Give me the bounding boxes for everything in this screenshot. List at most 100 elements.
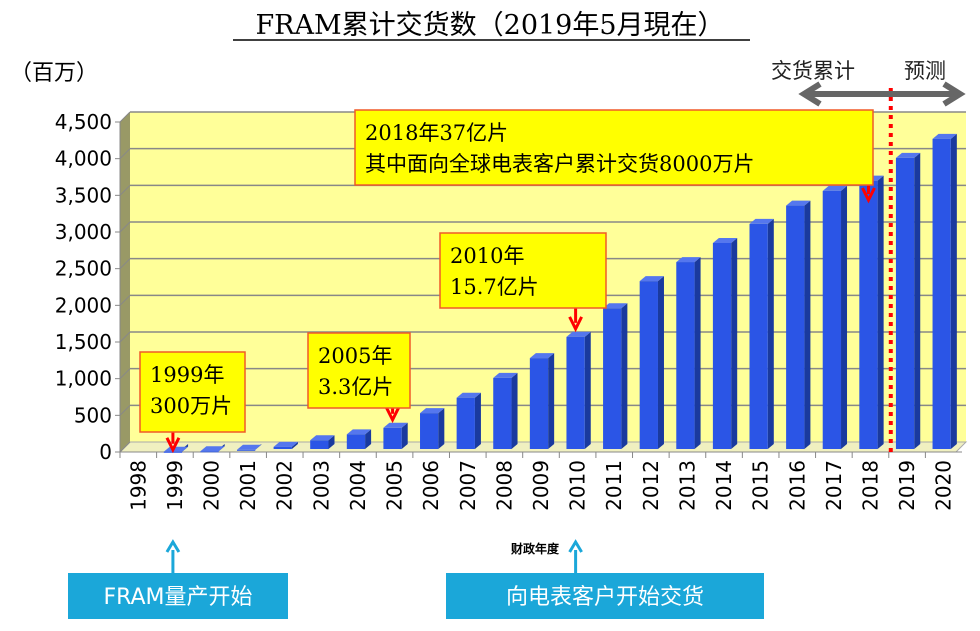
gridline-wall (119, 148, 131, 160)
y-tick-label: 2,500 (55, 257, 112, 281)
annotation-text: 1999年 (150, 363, 224, 387)
annotation-arrow-head (861, 187, 876, 204)
bar-2019 (895, 157, 915, 449)
x-tick-label: 1999 (163, 460, 187, 511)
bar-top (932, 133, 957, 139)
callout-box (68, 573, 288, 619)
bar-top (200, 446, 225, 452)
bar-side (621, 303, 628, 449)
x-tick-label: 2008 (492, 460, 516, 511)
bar-side (877, 175, 884, 449)
y-tick-label: 3,000 (55, 220, 112, 244)
bar-2001 (236, 449, 256, 451)
x-tick-label: 2006 (419, 460, 443, 511)
gridline-wall (119, 294, 131, 306)
bar-2007 (456, 397, 475, 449)
y-tick-label: 2,000 (55, 293, 112, 317)
bar-top (346, 429, 372, 435)
bar-top (456, 392, 481, 398)
y-tick-label: 0 (99, 440, 112, 464)
gridline-wall (119, 404, 131, 416)
bar-top (712, 238, 738, 243)
annotation-text: 2010年 (450, 244, 524, 268)
bar-side (401, 422, 408, 449)
left-wall (120, 112, 130, 452)
annotation-text: 其中面向全球电表客户累计交货8000万片 (365, 152, 754, 176)
bar-2012 (639, 281, 658, 449)
x-tick-label: 2013 (675, 460, 699, 511)
legend-forecast-label: 预测 (904, 59, 946, 83)
bar-2015 (749, 223, 768, 449)
callout-arrow-head (165, 539, 181, 553)
bar-side (914, 152, 921, 449)
annotation-text: 2018年37亿片 (365, 121, 508, 145)
bar-side (291, 441, 298, 449)
bar-2003 (310, 440, 329, 449)
bar-top (786, 200, 811, 206)
x-tick-label: 2000 (200, 460, 224, 511)
chart-title: FRAM累计交货数（2019年5月現在） (255, 10, 724, 41)
x-tick-label: 2014 (712, 460, 736, 511)
bar-side (731, 238, 738, 449)
y-tick-label: 3,500 (55, 183, 112, 207)
x-tick-label: 1998 (126, 460, 150, 511)
bar-top (822, 185, 848, 191)
x-tick-label: 2007 (456, 460, 480, 511)
bar-2017 (822, 190, 842, 449)
annotation-box (439, 232, 607, 309)
annotation-arrow-head (165, 437, 181, 454)
bar-2005 (383, 427, 402, 449)
bar-top (639, 276, 664, 282)
bar-side (548, 353, 555, 449)
bar-2016 (786, 205, 805, 449)
bar-2013 (676, 262, 695, 449)
callout-box (446, 573, 764, 619)
bar-top (273, 441, 298, 447)
annotation-text: 3.3亿片 (318, 375, 393, 399)
bar-2018 (859, 180, 878, 449)
callout-arrow-head (568, 539, 583, 553)
bar-top (566, 331, 591, 337)
x-tick-label: 2020 (932, 460, 956, 511)
bar-side (767, 218, 774, 449)
x-tick-label: 2015 (749, 460, 773, 511)
bar-side (584, 331, 591, 449)
bar-top (236, 444, 262, 450)
x-axis-label: 财政年度 (510, 541, 560, 556)
bar-side (804, 200, 811, 449)
x-tick-label: 2018 (858, 460, 882, 511)
x-tick-label: 2003 (309, 460, 333, 511)
gridline-wall (119, 441, 131, 453)
bar-side (474, 392, 481, 449)
x-tick-label: 2016 (785, 460, 809, 511)
annotation-arrow-head (385, 407, 400, 424)
bar-2002 (273, 446, 292, 449)
bar-side (657, 276, 664, 449)
y-tick-label: 4,000 (55, 147, 112, 171)
bar-side (841, 185, 848, 449)
bar-2006 (420, 413, 439, 449)
x-tick-label: 2002 (273, 460, 297, 511)
annotation-text: 2005年 (318, 344, 392, 368)
arrow-left-head (798, 81, 822, 107)
y-tick-label: 1,000 (55, 367, 112, 391)
bar-2009 (529, 358, 549, 449)
annotation-text: 300万片 (150, 394, 232, 418)
bar-2020 (932, 138, 951, 449)
bar-2000 (200, 451, 219, 453)
y-tick-label: 4,500 (55, 110, 112, 134)
x-tick-label: 2005 (383, 460, 407, 511)
bar-2011 (603, 308, 622, 449)
x-tick-label: 2009 (529, 460, 553, 511)
bar-top (676, 257, 701, 263)
bar-top (163, 446, 189, 452)
bar-top (383, 422, 408, 428)
bar-top (493, 372, 518, 378)
y-tick-label: 500 (74, 403, 112, 427)
gridline-wall (119, 368, 131, 380)
bar-side (365, 429, 372, 449)
gridline-wall (119, 111, 131, 123)
callout-text: FRAM量产开始 (103, 585, 252, 610)
